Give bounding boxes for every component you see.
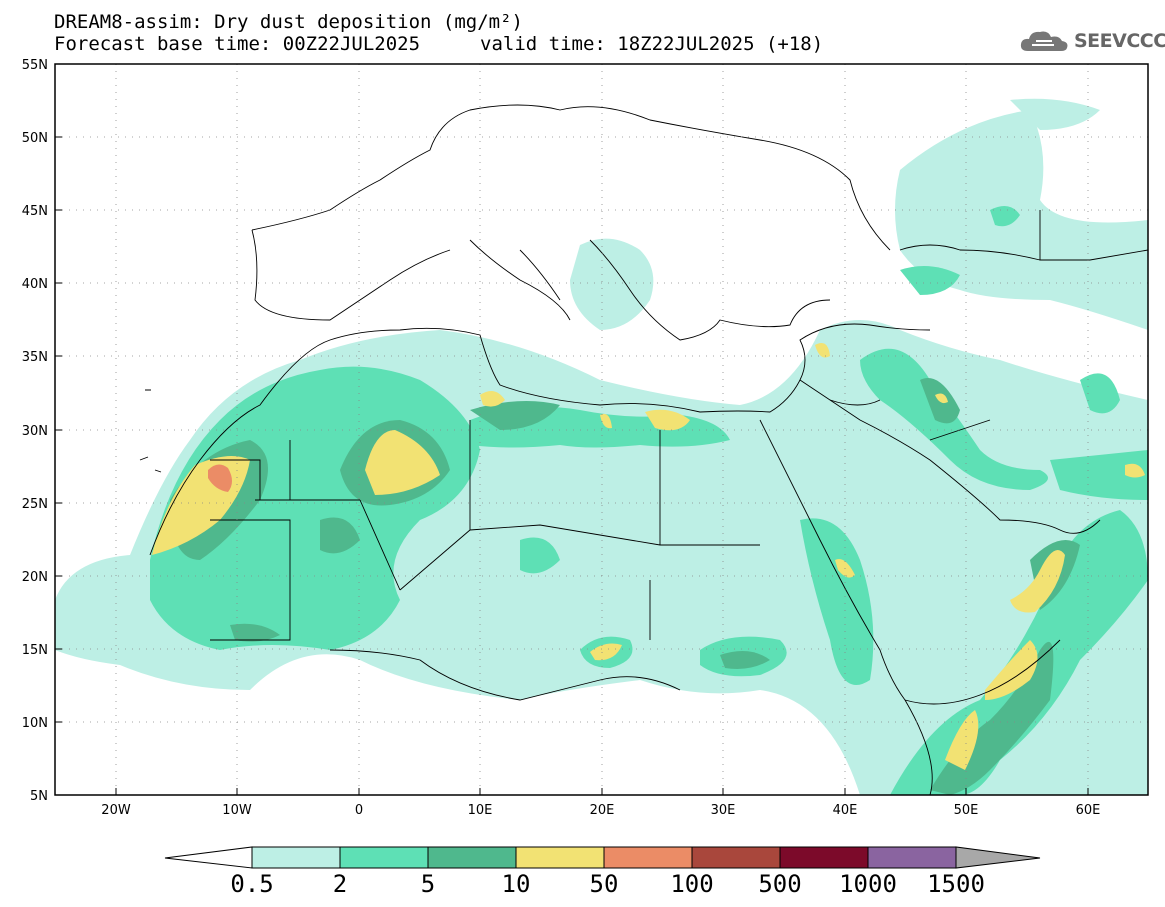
colorbar-swatch-4	[515, 846, 605, 869]
colorbar-swatch-2	[339, 846, 429, 869]
lat-label-10n: 10N	[22, 716, 48, 731]
colorbar-label-2: 2	[333, 870, 347, 898]
lon-label-10w: 10W	[222, 803, 252, 818]
lon-label-30e: 30E	[711, 803, 736, 818]
colorbar-label-50: 50	[590, 870, 619, 898]
map-title: DREAM8-assim: Dry dust deposition (mg/m²…	[54, 11, 523, 33]
graticule	[55, 64, 1148, 795]
dust-level-50	[208, 464, 232, 492]
seevccc-logo: SEEVCCC	[1018, 27, 1165, 55]
forecast-base-time: Forecast base time: 00Z22JUL2025	[54, 33, 421, 55]
colorbar-label-10: 10	[502, 870, 531, 898]
colorbar-label-500: 500	[758, 870, 801, 898]
longitude-labels: 20W 10W 0 10E 20E 30E 40E 50E 60E	[101, 803, 1100, 818]
coastlines-and-borders	[139, 104, 1148, 795]
valid-time: valid time: 18Z22JUL2025 (+18)	[480, 33, 824, 55]
colorbar-label-1000: 1000	[839, 870, 897, 898]
colorbar-label-100: 100	[670, 870, 713, 898]
lat-label-30n: 30N	[22, 424, 48, 439]
latitude-labels: 55N 50N 45N 40N 35N 30N 25N 20N 15N 10N …	[22, 58, 48, 804]
lat-label-45n: 45N	[22, 204, 48, 219]
lat-label-50n: 50N	[22, 131, 48, 146]
lon-label-50e: 50E	[954, 803, 979, 818]
colorbar-label-5: 5	[421, 870, 435, 898]
colorbar-swatch-6	[691, 846, 781, 869]
lon-label-20w: 20W	[101, 803, 131, 818]
dust-field	[55, 98, 1148, 795]
colorbar-low-arrow	[164, 846, 253, 869]
lat-label-15n: 15N	[22, 643, 48, 658]
lon-label-10e: 10E	[468, 803, 493, 818]
logo-text: SEEVCCC	[1074, 30, 1165, 52]
lon-label-60e: 60E	[1076, 803, 1101, 818]
lon-label-40e: 40E	[833, 803, 858, 818]
colorbar-swatch-1	[251, 846, 341, 869]
lat-label-40n: 40N	[22, 277, 48, 292]
cloud-icon	[1020, 31, 1068, 51]
colorbar-high-arrow	[955, 846, 1041, 869]
lat-label-55n: 55N	[22, 58, 48, 73]
colorbar-label-0.5: 0.5	[230, 870, 273, 898]
colorbar: 0.5 2 5 10 50 100 500 1000 1500	[164, 846, 1041, 898]
colorbar-label-1500: 1500	[927, 870, 985, 898]
lat-label-20n: 20N	[22, 570, 48, 585]
colorbar-swatch-7	[779, 846, 869, 869]
lat-label-25n: 25N	[22, 497, 48, 512]
colorbar-swatch-8	[867, 846, 957, 869]
colorbar-swatch-3	[427, 846, 517, 869]
axis-ticks	[55, 63, 1089, 795]
lat-label-35n: 35N	[22, 350, 48, 365]
lon-label-20e: 20E	[590, 803, 615, 818]
lon-label-0: 0	[355, 803, 363, 818]
lat-label-5n: 5N	[30, 789, 48, 804]
colorbar-swatch-5	[603, 846, 693, 869]
